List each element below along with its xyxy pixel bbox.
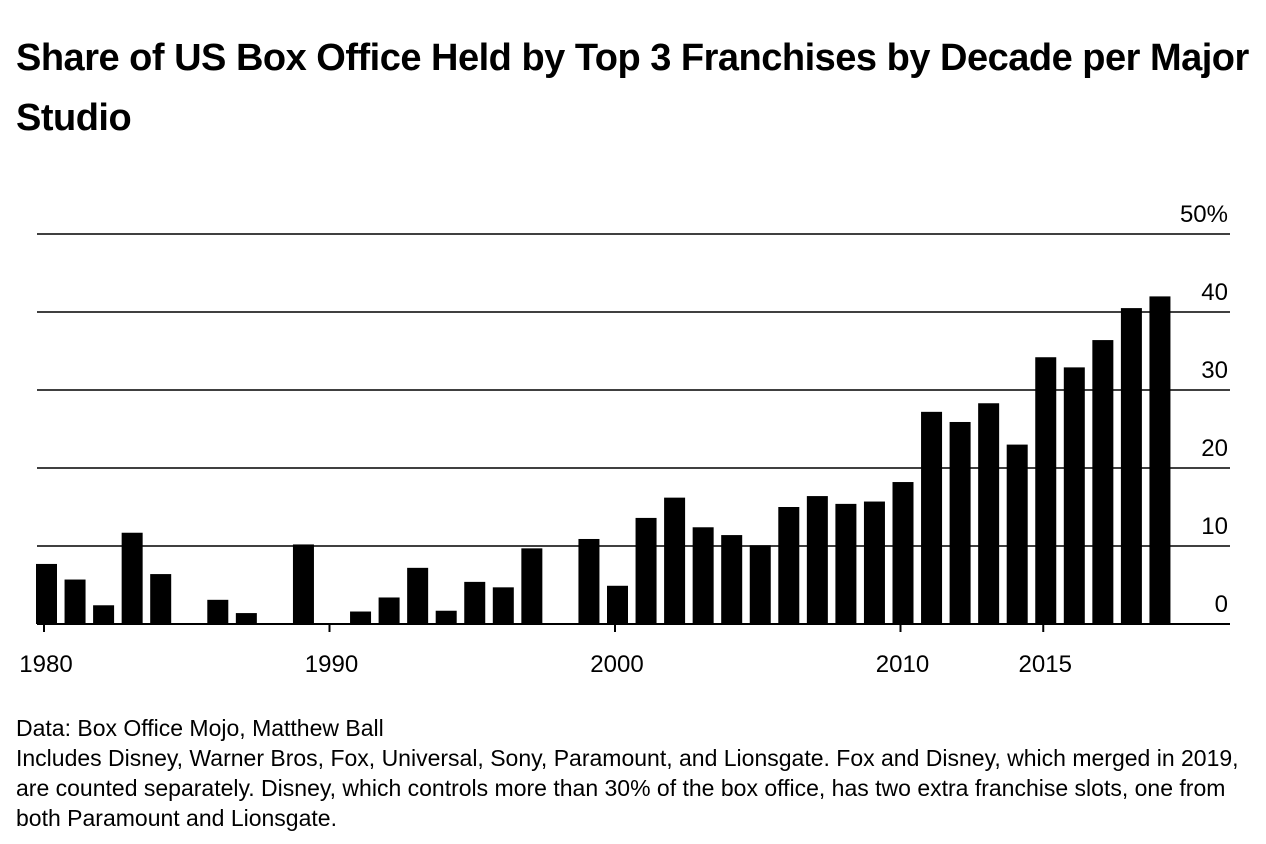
- bar-2012: [949, 421, 971, 624]
- bar-1984: [150, 574, 172, 624]
- y-tick-label-10: 10: [1201, 513, 1228, 540]
- x-tick-label-2015: 2015: [1019, 651, 1072, 678]
- bar-1989: [292, 544, 314, 624]
- bar-2010: [892, 482, 914, 624]
- bar-1980: [36, 563, 57, 624]
- bar-1999: [578, 538, 600, 624]
- bar-2019: [1149, 296, 1171, 624]
- bar-1991: [350, 611, 372, 624]
- bar-1987: [235, 613, 257, 624]
- bar-2013: [978, 403, 1000, 624]
- bar-2004: [721, 535, 743, 624]
- y-tick-label-0: 0: [1215, 591, 1228, 618]
- description-note: Includes Disney, Warner Bros, Fox, Unive…: [16, 745, 1239, 831]
- bars: [36, 296, 1171, 624]
- bar-1994: [435, 610, 457, 624]
- bar-1982: [93, 605, 115, 624]
- y-tick-label-20: 20: [1201, 435, 1228, 462]
- bar-2005: [749, 545, 771, 624]
- source-note: Data: Box Office Mojo, Matthew Ball: [16, 715, 384, 741]
- x-tick-label-1980: 1980: [19, 651, 72, 678]
- bar-2018: [1120, 308, 1142, 624]
- x-tick-label-1990: 1990: [305, 651, 358, 678]
- x-tick-label-2000: 2000: [590, 651, 643, 678]
- bar-2006: [778, 507, 800, 624]
- bar-2002: [664, 497, 686, 624]
- bar-1981: [64, 579, 86, 624]
- y-tick-label-30: 30: [1201, 357, 1228, 384]
- x-axis-ticks: 1980 1990 2000 2010 2015: [19, 624, 1072, 678]
- bar-1992: [378, 597, 400, 624]
- chart-notes: Data: Box Office Mojo, Matthew Ball Incl…: [16, 713, 1246, 833]
- y-tick-label-40: 40: [1201, 279, 1228, 306]
- bar-1997: [521, 548, 543, 624]
- gridlines: [37, 233, 1230, 625]
- chart-title: Share of US Box Office Held by Top 3 Fra…: [16, 37, 1249, 139]
- bar-2009: [863, 501, 885, 624]
- bar-2016: [1063, 367, 1085, 624]
- bar-2017: [1092, 340, 1114, 624]
- bar-2000: [607, 585, 628, 624]
- bar-2015: [1035, 357, 1057, 624]
- bar-2003: [692, 527, 714, 624]
- bar-1995: [464, 581, 486, 624]
- bar-1986: [207, 599, 229, 624]
- bar-2008: [835, 503, 857, 624]
- bar-1993: [407, 567, 429, 624]
- bar-1983: [121, 532, 143, 624]
- bar-2011: [921, 411, 943, 624]
- bar-1996: [492, 587, 514, 624]
- y-axis-ticks: 0 10 20 30 40 50%: [1180, 201, 1228, 618]
- y-tick-label-50: 50%: [1180, 201, 1228, 228]
- bar-2014: [1006, 444, 1028, 624]
- bar-2001: [635, 517, 657, 624]
- x-tick-label-2010: 2010: [876, 651, 929, 678]
- bar-2007: [806, 496, 828, 624]
